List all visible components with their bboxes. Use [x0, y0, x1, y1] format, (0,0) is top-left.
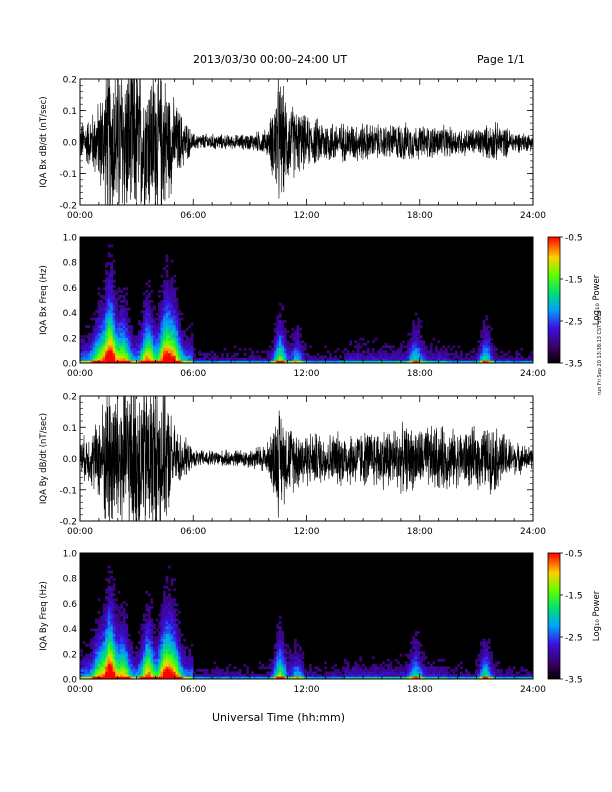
y-axis-label: IQA By dB/dt (nT/sec) [39, 413, 49, 504]
y-tick-label: 0.0 [63, 139, 78, 149]
colorbar-tick-label: -3.5 [565, 360, 583, 370]
colorbar [547, 552, 561, 680]
x-tick-label: 12:00 [294, 369, 320, 379]
x-axis-label: Universal Time (hh:mm) [212, 711, 345, 724]
x-tick-label: 06:00 [180, 211, 206, 221]
y-tick-label: 0.2 [63, 334, 77, 344]
x-tick-label: 00:00 [67, 369, 93, 379]
y-tick-label: 0.0 [63, 676, 78, 686]
x-tick-label: 24:00 [520, 685, 546, 695]
colorbar-label: Log₁₀ Power [592, 590, 602, 641]
y-tick-label: 0.2 [63, 76, 77, 86]
y-axis-label: IQA Bx dB/dt (nT/sec) [39, 96, 49, 187]
y-axis-label: IQA By Freq (Hz) [39, 581, 49, 651]
x-tick-label: 24:00 [520, 211, 546, 221]
x-tick-label: 06:00 [180, 369, 206, 379]
x-tick-label: 12:00 [294, 685, 320, 695]
colorbar-tick-label: -1.5 [565, 276, 583, 286]
page-title: 2013/03/30 00:00–24:00 UT [193, 53, 348, 66]
colorbar-label: Log₁₀ Power [592, 274, 602, 325]
colorbar-tick-label: -0.5 [565, 234, 583, 244]
x-tick-label: 00:00 [67, 527, 93, 537]
y-tick-label: -0.2 [59, 202, 77, 212]
y-tick-label: -0.1 [59, 170, 77, 180]
by-spectrogram-panel: -0.5 -1.5 -2.5 -3.5 Log₁₀ Power 00:00 06:00 12:… [39, 550, 602, 696]
x-tick-label: 18:00 [407, 685, 433, 695]
spectrogram-cells [80, 565, 533, 679]
y-tick-label: 0.0 [63, 360, 78, 370]
waveform-trace [80, 79, 533, 205]
colorbar [547, 236, 561, 364]
x-tick-label: 18:00 [407, 369, 433, 379]
by-dbdt-panel: 00:00 06:00 12:00 18:00 24:00 -0.2 -0.1 0.0 0.1 0… [39, 393, 546, 538]
x-tick-label: 06:00 [180, 527, 206, 537]
x-tick-label: 00:00 [67, 685, 93, 695]
bx-spectrogram-panel: -0.5 -1.5 -2.5 -3.5 Log₁₀ Power 00:00 06:00 12:… [39, 234, 602, 380]
y-tick-label: 0.2 [63, 393, 77, 403]
x-tick-label: 24:00 [520, 527, 546, 537]
x-tick-label: 00:00 [67, 211, 93, 221]
y-tick-label: 0.8 [63, 259, 78, 269]
x-tick-label: 12:00 [294, 527, 320, 537]
bx-dbdt-panel: 00:00 06:00 12:00 18:00 24:00 -0.2 -0.1 0.0 0.1 0… [39, 76, 546, 222]
y-axis-label: IQA Bx Freq (Hz) [39, 265, 49, 335]
x-tick-label: 18:00 [407, 527, 433, 537]
x-tick-label: 12:00 [294, 211, 320, 221]
y-tick-label: 1.0 [63, 550, 78, 560]
x-tick-label: 24:00 [520, 369, 546, 379]
y-tick-label: 0.4 [63, 625, 78, 635]
colorbar-tick-label: -3.5 [565, 676, 583, 686]
y-tick-label: 0.1 [63, 424, 77, 434]
x-tick-label: 18:00 [407, 211, 433, 221]
y-tick-label: 0.8 [63, 575, 78, 585]
y-tick-label: 0.0 [63, 455, 78, 465]
waveform-trace [80, 396, 533, 521]
colorbar-tick-label: -0.5 [565, 550, 583, 560]
colorbar-tick-label: -2.5 [565, 634, 583, 644]
y-tick-label: 0.4 [63, 309, 78, 319]
spectrogram-cells [80, 244, 533, 363]
colorbar-tick-label: -2.5 [565, 318, 583, 328]
y-tick-label: -0.1 [59, 486, 77, 496]
page-number: Page 1/1 [477, 53, 525, 66]
y-tick-label: 0.1 [63, 107, 77, 117]
y-tick-label: 0.6 [63, 284, 78, 294]
y-tick-label: 1.0 [63, 234, 78, 244]
x-tick-label: 06:00 [180, 685, 206, 695]
colorbar-tick-label: -1.5 [565, 592, 583, 602]
y-tick-label: -0.2 [59, 518, 77, 528]
y-tick-label: 0.2 [63, 650, 77, 660]
y-tick-label: 0.6 [63, 600, 78, 610]
